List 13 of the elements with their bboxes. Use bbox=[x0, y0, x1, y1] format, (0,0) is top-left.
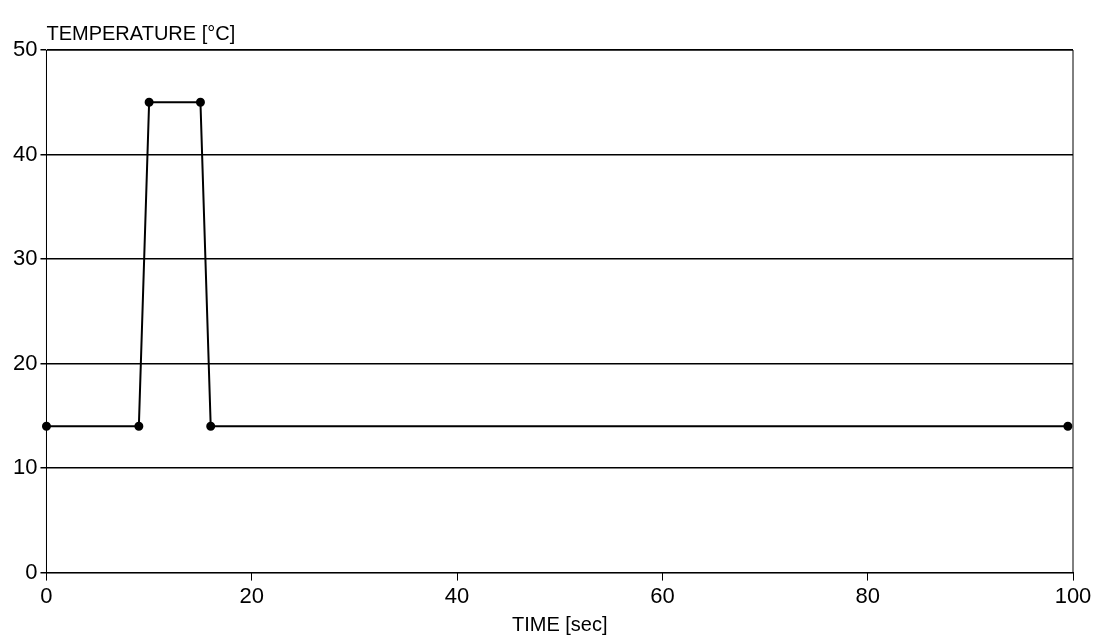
y-tick-label: 50 bbox=[12, 36, 38, 62]
y-tick-label: 10 bbox=[12, 454, 38, 480]
x-tick-label: 40 bbox=[444, 582, 470, 608]
y-tick-label: 0 bbox=[25, 558, 38, 584]
y-tick-label: 30 bbox=[12, 245, 38, 271]
y-tick-label: 40 bbox=[12, 140, 38, 166]
x-axis-title: TIME [sec] bbox=[511, 612, 608, 635]
x-tick-label: 100 bbox=[1054, 582, 1092, 608]
y-tick-label: 20 bbox=[12, 349, 38, 375]
x-tick-label: 20 bbox=[239, 582, 265, 608]
y-axis-title: TEMPERATURE [°C] bbox=[46, 21, 236, 44]
x-tick-label: 80 bbox=[855, 582, 880, 608]
x-tick-label: 60 bbox=[650, 582, 675, 608]
